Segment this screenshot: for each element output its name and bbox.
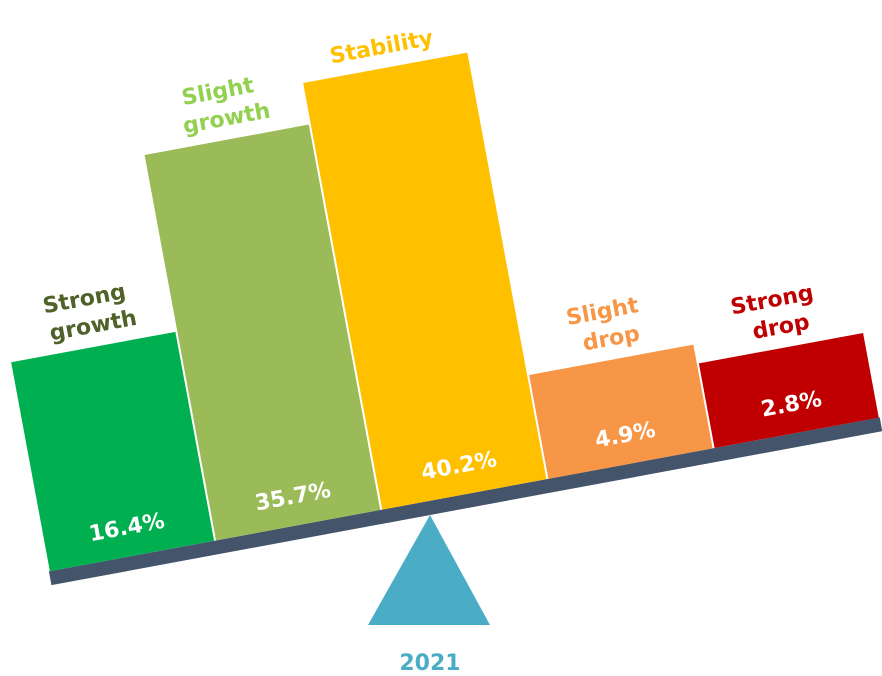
bar	[11, 331, 215, 572]
beam	[48, 417, 882, 586]
category-label: Strong drop	[729, 281, 821, 348]
bar	[303, 52, 547, 510]
bar	[144, 124, 381, 541]
category-label: Strong growth	[35, 278, 139, 348]
category-label: Slight growth	[168, 71, 272, 141]
fulcrum	[368, 515, 490, 625]
bar	[529, 344, 713, 479]
category-label: Slight drop	[564, 293, 646, 358]
year-label: 2021	[399, 651, 460, 676]
bar	[698, 332, 879, 449]
